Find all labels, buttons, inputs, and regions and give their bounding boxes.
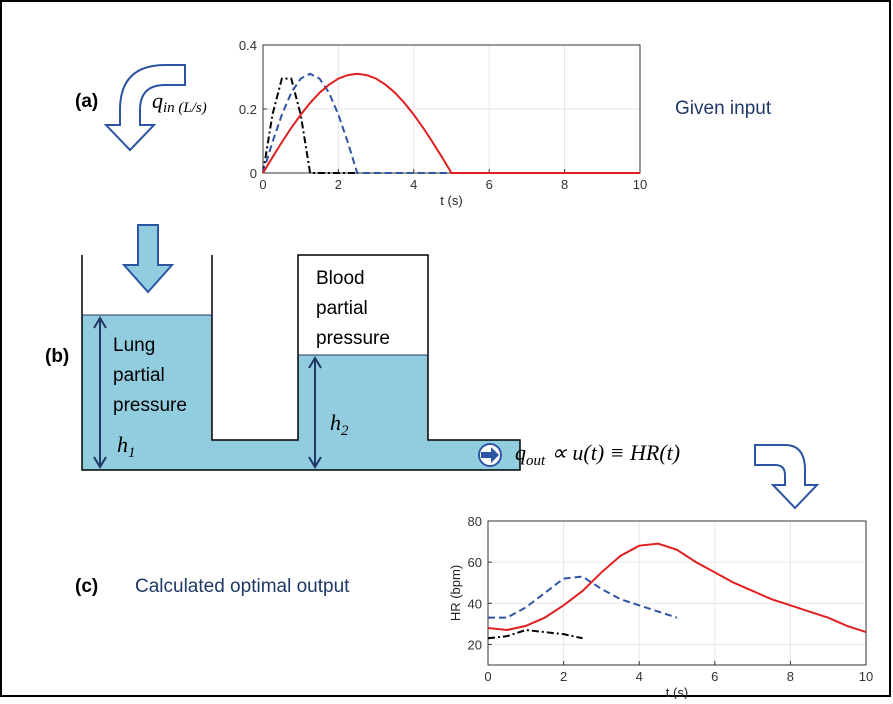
x-tick-label: 4 [636,669,643,684]
x-tick-label: 10 [633,177,647,192]
h-sub: 1 [128,445,136,461]
q-base: q [515,440,526,465]
x-tick-label: 8 [787,669,794,684]
output-label: Calculated optimal output [135,576,350,597]
q-out-label: qout ∝ u(t) ≡ HR(t) [515,440,680,469]
y-axis-label: HR (bpm) [448,565,463,621]
q-sub: out [526,453,546,469]
y-tick-label: 40 [468,596,482,611]
x-tick-label: 6 [486,177,493,192]
y-tick-label: 0.4 [239,38,257,53]
x-axis-label: t (s) [440,193,462,208]
lung-label: Lung [113,335,155,356]
blood-label: pressure [316,328,390,349]
h1-label: h1 [117,432,136,461]
x-tick-label: 2 [335,177,342,192]
h-base: h [117,432,128,457]
x-tick-label: 0 [259,177,266,192]
series-line [487,629,583,640]
axes-box [487,520,867,666]
y-tick-label: 0.2 [239,102,257,117]
plot-area [488,521,866,665]
h-base: h [330,410,341,435]
lung-label: pressure [113,395,187,416]
q-base: q [152,88,163,113]
h2-label: h2 [330,410,349,439]
q-in-label: qin (L/s) [152,88,207,116]
x-tick-label: 8 [561,177,568,192]
series-line [488,575,678,619]
y-tick-label: 0 [250,166,257,181]
q-rest: ∝ u(t) ≡ HR(t) [551,440,680,465]
x-tick-label: 2 [560,669,567,684]
panel-label: (c) [75,576,98,597]
tank-diagram [81,64,820,510]
y-tick-label: 80 [468,514,482,529]
panel-label: (b) [45,346,69,367]
y-tick-label: 60 [468,555,482,570]
input-label: Given input [675,98,772,119]
x-tick-label: 4 [410,177,417,192]
blood-label: partial [316,298,368,319]
lung-label: partial [113,365,165,386]
blood-label: Blood [316,268,365,289]
x-tick-label: 6 [711,669,718,684]
x-tick-label: 10 [859,669,873,684]
x-tick-label: 0 [484,669,491,684]
series-line [487,542,867,634]
series-line [262,72,452,174]
series-line [262,72,640,174]
y-tick-label: 20 [468,637,482,652]
h-sub: 2 [341,423,349,439]
q-sub: in (L/s) [163,100,207,116]
panel-label: (a) [75,91,98,112]
x-axis-label: t (s) [666,685,688,699]
